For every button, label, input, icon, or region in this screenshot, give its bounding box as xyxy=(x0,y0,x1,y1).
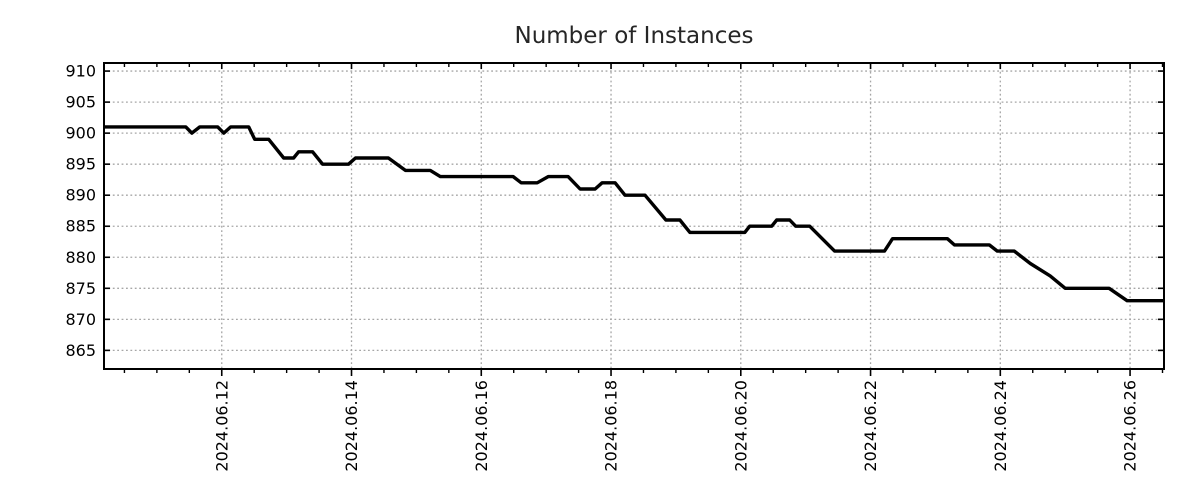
x-tick-label: 2024.06.24 xyxy=(991,380,1010,472)
plot-frame xyxy=(103,62,1165,370)
x-axis-labels: 2024.06.12 2024.06.14 2024.06.16 2024.06.18… xyxy=(212,380,1139,472)
y-tick-label: 905 xyxy=(65,93,96,112)
y-tick-label: 895 xyxy=(65,155,96,174)
y-tick-label: 875 xyxy=(65,279,96,298)
x-tick-label: 2024.06.12 xyxy=(212,380,231,472)
y-tick-label: 885 xyxy=(65,217,96,236)
y-tick-label: 890 xyxy=(65,186,96,205)
y-tick-label: 910 xyxy=(65,62,96,81)
x-tick-label: 2024.06.16 xyxy=(472,380,491,472)
x-tick-label: 2024.06.14 xyxy=(342,380,361,472)
x-tick-label: 2024.06.22 xyxy=(861,380,880,472)
x-tick-label: 2024.06.20 xyxy=(731,380,750,472)
data-line xyxy=(104,125,1164,303)
y-axis-labels: 865 870 875 880 885 890 895 900 905 910 xyxy=(65,62,96,360)
axis-ticks xyxy=(104,63,1164,376)
y-tick-label: 880 xyxy=(65,248,96,267)
y-tick-label: 900 xyxy=(65,124,96,143)
series-instances xyxy=(104,125,1164,303)
y-tick-label: 865 xyxy=(65,341,96,360)
gridlines xyxy=(104,63,1164,369)
chart-title: Number of Instances xyxy=(515,23,754,49)
x-tick-label: 2024.06.26 xyxy=(1121,380,1140,472)
x-tick-label: 2024.06.18 xyxy=(602,380,621,472)
y-tick-label: 870 xyxy=(65,310,96,329)
